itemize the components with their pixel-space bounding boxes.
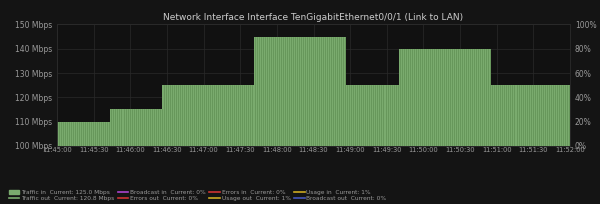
Legend: Traffic in  Current: 125.0 Mbps, Traffic out  Current: 120.8 Mbps, Broadcast in : Traffic in Current: 125.0 Mbps, Traffic …	[9, 190, 386, 201]
Title: Network Interface Interface TenGigabitEthernet0/0/1 (Link to LAN): Network Interface Interface TenGigabitEt…	[163, 13, 464, 22]
